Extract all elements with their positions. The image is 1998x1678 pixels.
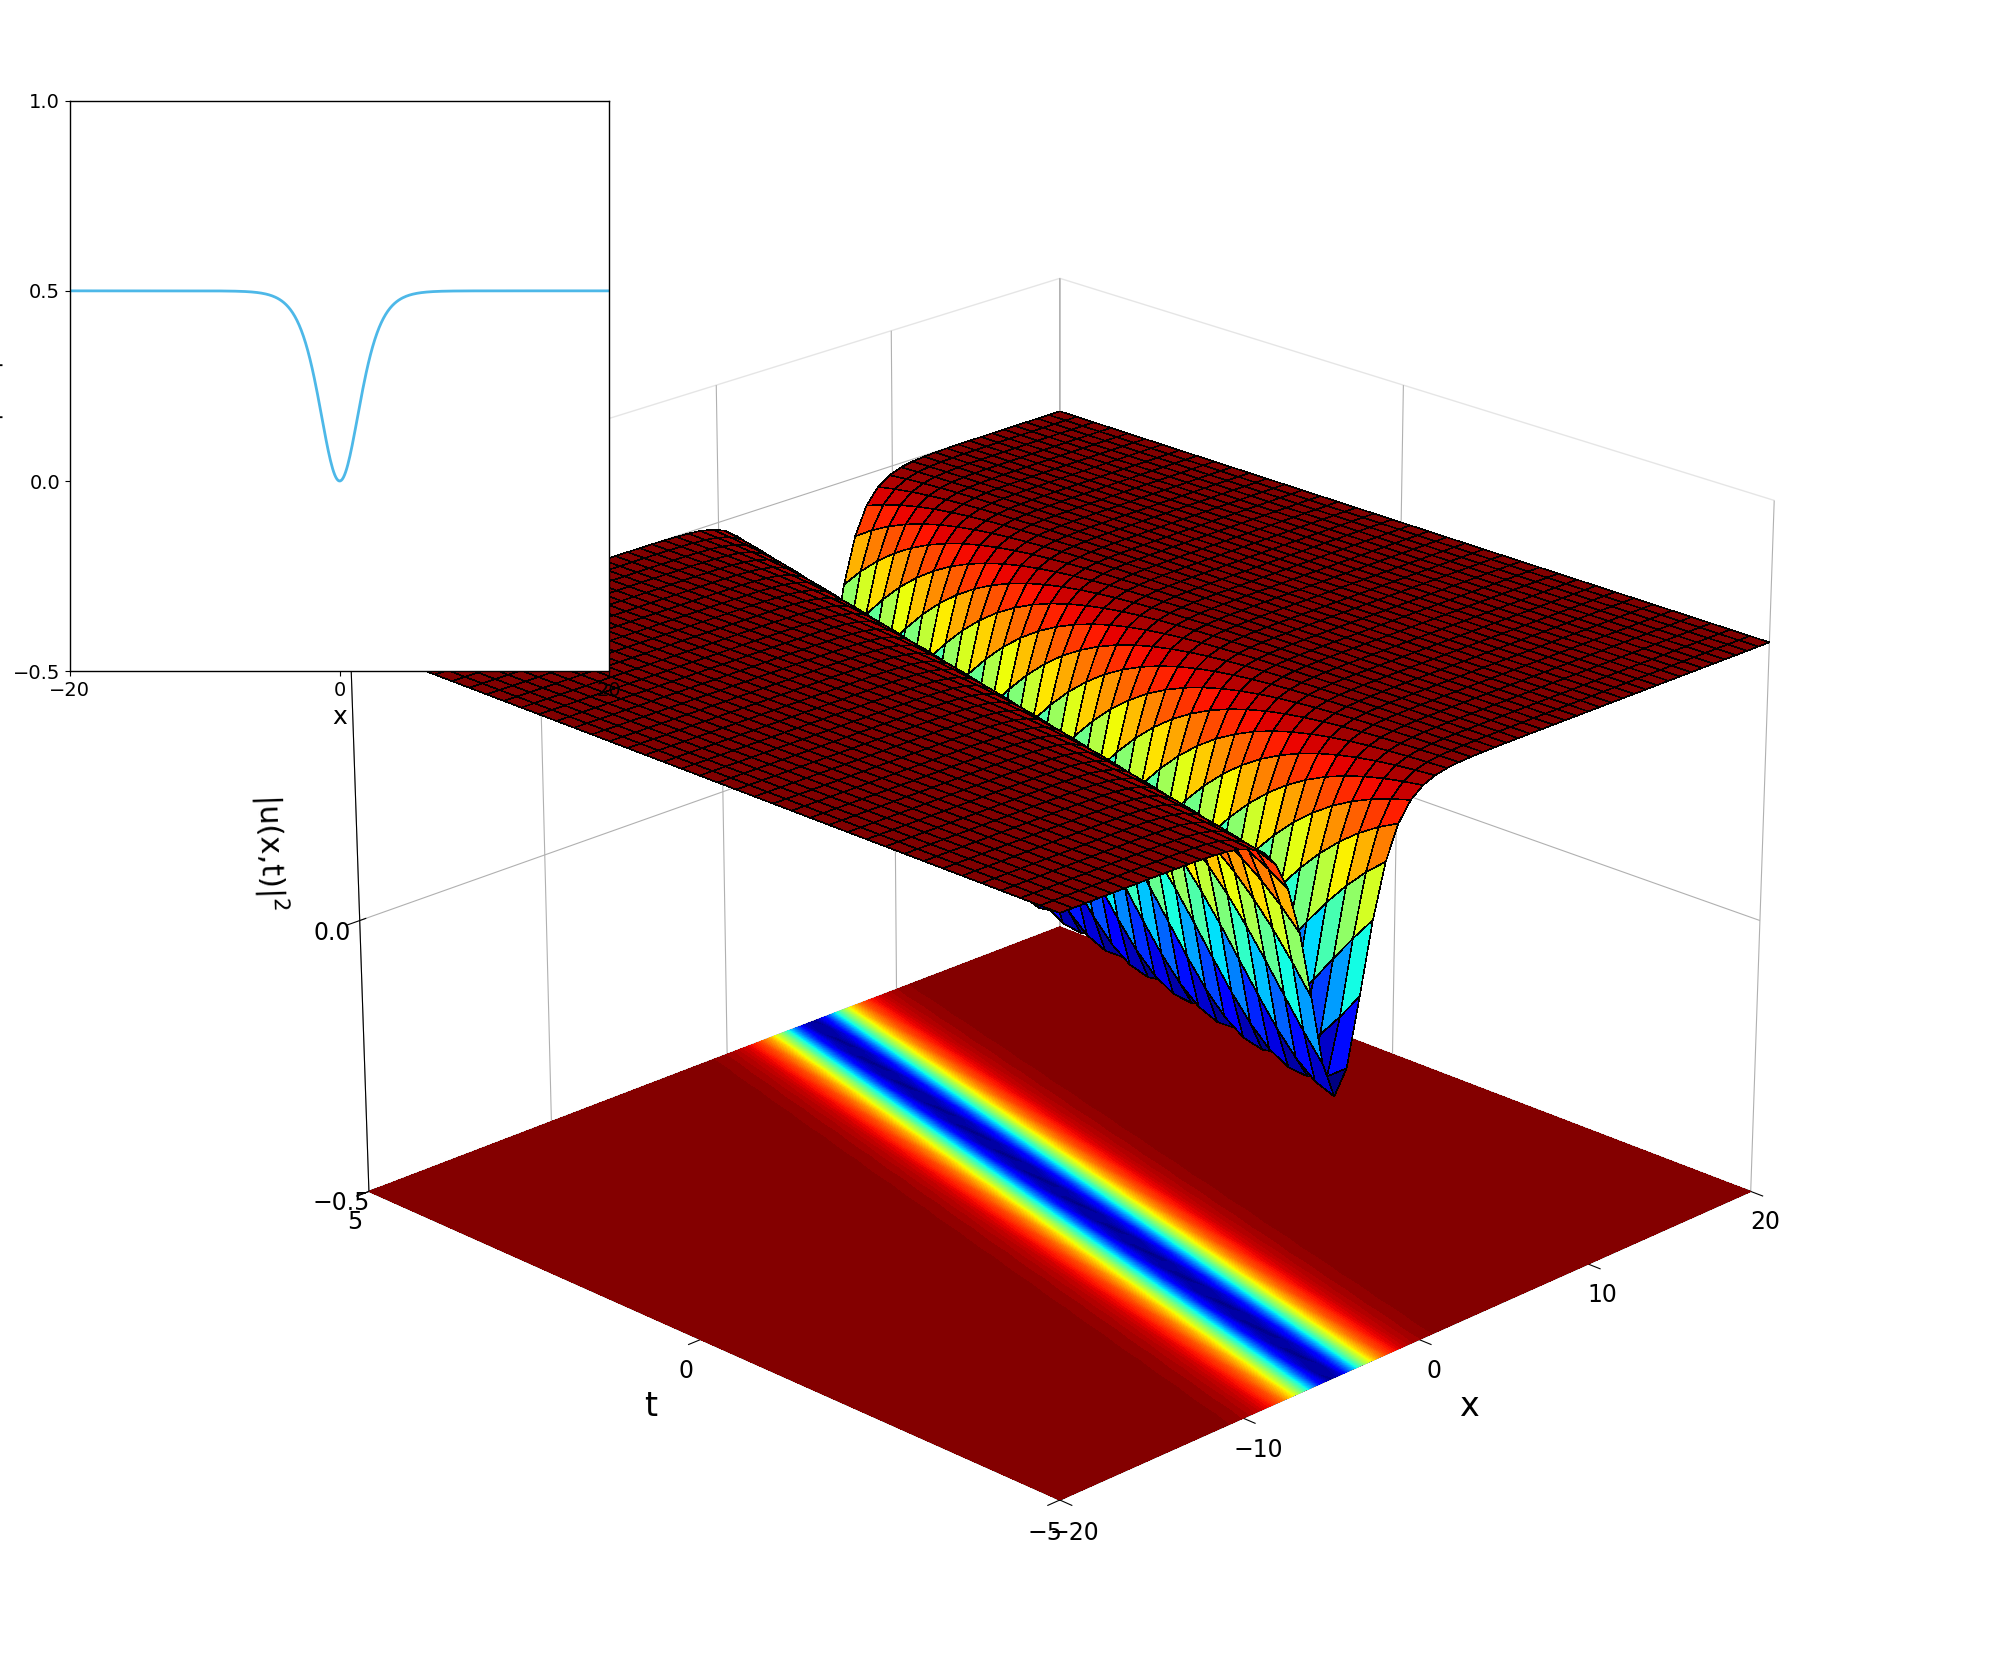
Y-axis label: |u(x)|$^2$: |u(x)|$^2$	[0, 351, 8, 421]
X-axis label: x: x	[332, 705, 348, 730]
Y-axis label: t: t	[645, 1391, 657, 1423]
X-axis label: x: x	[1459, 1391, 1479, 1423]
